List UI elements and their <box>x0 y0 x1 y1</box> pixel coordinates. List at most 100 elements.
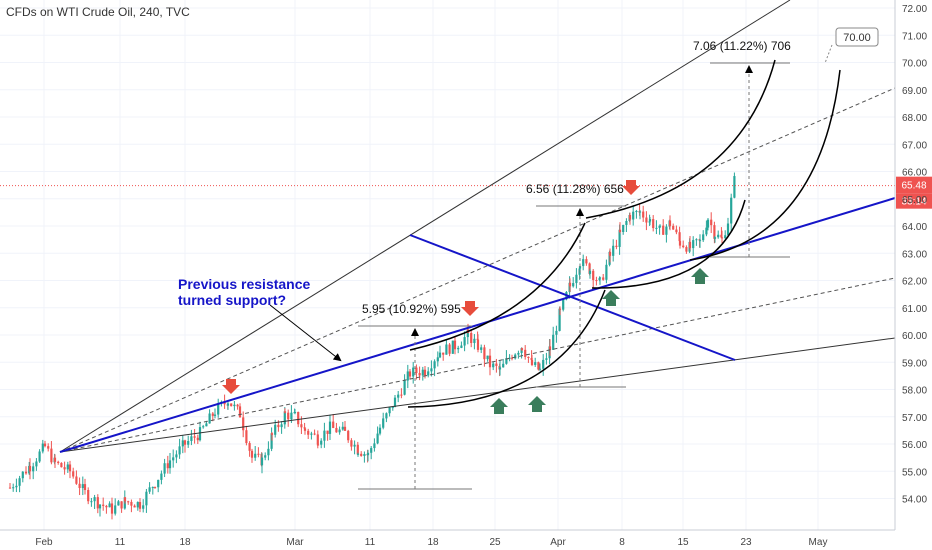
y-tick-label: 59.00 <box>902 358 927 369</box>
y-tick-label: 69.00 <box>902 86 927 97</box>
candle-body <box>568 282 572 287</box>
x-tick-label: 25 <box>489 537 501 548</box>
candle-body <box>702 234 705 241</box>
chart-title: CFDs on WTI Crude Oil, 240, TVC <box>6 5 190 19</box>
candle-body <box>713 237 717 239</box>
candle-body <box>618 229 622 233</box>
candle-body <box>713 225 716 239</box>
candle-body <box>105 505 108 508</box>
candle-body <box>175 454 178 458</box>
candle-body <box>120 501 123 509</box>
candle-body <box>300 424 303 428</box>
candle-body <box>353 444 356 447</box>
candle-body <box>520 348 524 350</box>
y-tick-label: 67.00 <box>902 140 927 151</box>
candle-body <box>451 340 454 354</box>
price-label: 65.48 <box>901 181 926 192</box>
candle-body <box>635 211 638 213</box>
y-tick-label: 54.00 <box>902 495 927 506</box>
y-tick-label: 56.00 <box>902 440 927 451</box>
candle-body <box>245 430 248 444</box>
candle-body <box>217 403 220 415</box>
candle-body <box>24 471 28 474</box>
candle-body <box>415 367 418 374</box>
candle-body <box>50 448 53 463</box>
candle-body <box>66 464 69 470</box>
candle-body <box>480 347 483 350</box>
candle-body <box>142 505 145 509</box>
candle-body <box>552 334 555 350</box>
y-tick-label: 72.00 <box>902 4 927 15</box>
candle-body <box>332 421 335 428</box>
candle-body <box>123 497 127 502</box>
target-label-box <box>835 27 879 47</box>
candle-body <box>436 357 439 362</box>
candle-body <box>502 363 505 368</box>
candle-body <box>382 418 385 428</box>
candle-body <box>183 440 187 445</box>
candle-body <box>21 471 24 479</box>
candle-body <box>280 424 283 428</box>
candle-body <box>41 443 44 452</box>
candle-body <box>548 346 552 350</box>
candle-body <box>78 483 81 489</box>
candle-body <box>675 229 678 233</box>
y-tick-label: 64.00 <box>902 222 927 233</box>
candle-body <box>672 225 675 230</box>
candle-body <box>652 219 655 229</box>
candle-body <box>457 347 460 350</box>
candle-body <box>270 433 274 435</box>
candle-body <box>492 363 495 368</box>
x-tick-label: 8 <box>619 537 625 548</box>
candle-body <box>470 332 473 344</box>
candle-body <box>706 219 710 228</box>
candle-body <box>370 448 373 453</box>
candle-body <box>187 441 190 445</box>
candle-body <box>290 412 293 420</box>
candle-body <box>93 497 96 502</box>
candle-body <box>151 487 154 489</box>
candle-body <box>397 394 400 398</box>
candle-body <box>75 476 78 484</box>
candle-body <box>505 358 508 364</box>
candle-body <box>537 362 540 370</box>
candle-body <box>310 433 313 435</box>
candle-body <box>38 451 41 462</box>
candle-body <box>32 466 35 472</box>
x-tick-label: Apr <box>550 537 566 548</box>
candle-body <box>558 308 561 331</box>
candle-body <box>427 371 430 376</box>
candle-body <box>211 413 214 416</box>
candle-body <box>127 501 130 503</box>
y-tick-label: 58.00 <box>902 386 927 397</box>
candle-body <box>726 223 730 236</box>
candle-body <box>267 448 270 456</box>
candle-body <box>254 453 257 458</box>
candle-body <box>665 226 668 235</box>
candle-body <box>83 484 87 491</box>
candle-body <box>145 491 148 506</box>
candle-body <box>720 234 723 238</box>
candle-body <box>226 403 230 406</box>
candle-body <box>658 225 661 228</box>
candle-body <box>133 505 136 508</box>
measure-label: 5.95 (10.92%) 595 <box>362 302 461 316</box>
candle-body <box>316 444 320 446</box>
x-tick-label: 18 <box>427 537 439 548</box>
candle-body <box>233 404 236 407</box>
candle-body <box>373 443 376 449</box>
candle-body <box>35 461 38 467</box>
candle-body <box>588 270 592 274</box>
candle-body <box>448 344 451 354</box>
candle-body <box>102 504 105 506</box>
lower-trendline <box>59 337 896 453</box>
candle-body <box>730 197 733 224</box>
candle-body <box>166 463 169 469</box>
candle-body <box>343 426 347 431</box>
candle-body <box>483 347 486 360</box>
candle-body <box>678 232 681 242</box>
x-tick-label: 11 <box>365 537 376 548</box>
candle-body <box>108 503 111 508</box>
candle-body <box>632 211 635 220</box>
